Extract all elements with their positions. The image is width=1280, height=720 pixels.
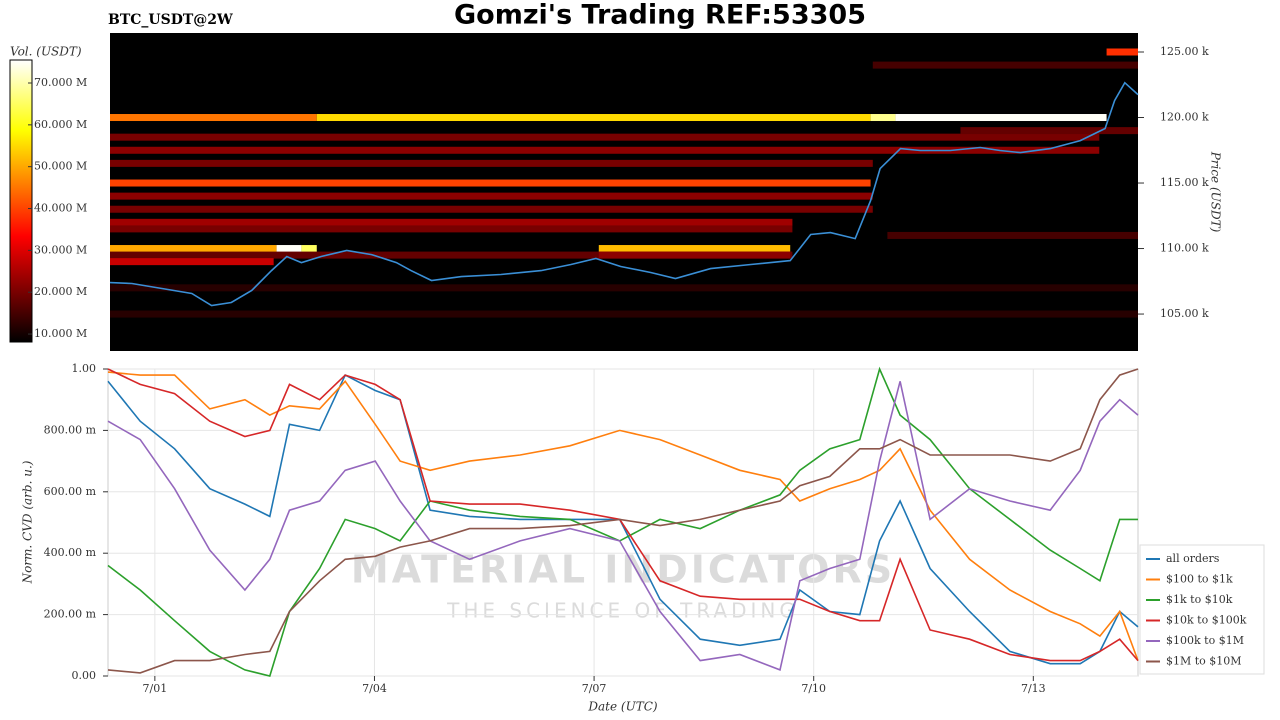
cvd-line <box>107 381 1139 671</box>
colorbar-tick-label: 70.000 M <box>34 76 87 89</box>
cvd-line <box>107 371 1139 661</box>
watermark: MATERIAL INDICATORS <box>351 548 895 592</box>
y-tick-label: 0.00 <box>72 669 97 682</box>
heatmap-cell <box>110 146 1100 154</box>
heatmap-cell <box>110 258 274 266</box>
y-axis-title: Norm. CVD (arb. u.) <box>21 460 35 584</box>
heatmap-cell <box>110 114 317 122</box>
y-axis-title: Price (USDT) <box>1209 151 1223 233</box>
colorbar-label: Vol. (USDT) <box>10 45 82 59</box>
legend <box>1139 544 1265 675</box>
colorbar-tick-label: 60.000 M <box>34 118 87 131</box>
y-tick-label: 105.00 k <box>1160 307 1209 320</box>
heatmap-cell <box>276 245 302 253</box>
plot-area <box>107 368 1139 677</box>
heatmap-cell <box>110 225 793 233</box>
colorbar-tick-label: 30.000 M <box>34 243 87 256</box>
watermark: THE SCIENCE OF TRADING <box>446 599 799 623</box>
heatmap-cell <box>1106 48 1138 56</box>
legend-label: $1k to $10k <box>1166 593 1233 606</box>
cvd-line <box>107 374 1139 665</box>
x-tick-label: 7/13 <box>1021 682 1046 695</box>
y-tick-label: 115.00 k <box>1160 176 1209 189</box>
colorbar <box>9 59 33 343</box>
x-tick-label: 7/10 <box>801 682 826 695</box>
colorbar-tick-label: 20.000 M <box>34 285 87 298</box>
x-tick-label: 7/04 <box>362 682 387 695</box>
y-tick-label: 600.00 m <box>44 485 97 498</box>
legend-label: $10k to $100k <box>1166 614 1247 627</box>
chart-title: Gomzi's Trading REF:53305 <box>454 0 866 31</box>
heatmap-cell <box>872 61 1138 69</box>
cvd-line <box>107 366 1138 677</box>
colorbar-tick-label: 10.000 M <box>34 327 87 340</box>
heatmap-cell <box>887 231 1138 239</box>
heatmap-cell <box>110 192 873 200</box>
y-tick-label: 400.00 m <box>44 546 97 559</box>
heatmap-cell <box>110 284 1138 292</box>
x-axis-title: Date (UTC) <box>587 700 657 714</box>
heatmap-cell <box>110 310 1138 318</box>
heatmap-cell <box>598 245 791 253</box>
heatmap-cell <box>895 114 1107 122</box>
y-tick-label: 200.00 m <box>44 608 97 621</box>
y-tick-label: 120.00 k <box>1160 111 1209 124</box>
heatmap-cell <box>110 251 793 259</box>
heatmap-cell <box>960 127 1138 135</box>
heatmap-cell <box>870 114 896 122</box>
heatmap-cell <box>110 205 873 213</box>
x-tick-label: 7/01 <box>142 682 167 695</box>
legend-label: all orders <box>1166 552 1220 565</box>
heatmap-cell <box>301 245 317 253</box>
x-tick-label: 7/07 <box>582 682 607 695</box>
y-tick-label: 800.00 m <box>44 423 97 436</box>
legend-label: $100 to $1k <box>1166 573 1233 586</box>
legend-label: $1M to $10M <box>1166 655 1242 668</box>
colorbar-tick-label: 50.000 M <box>34 160 87 173</box>
heatmap-cell <box>598 251 791 259</box>
heatmap-cell <box>110 179 871 187</box>
y-tick-label: 1.00 <box>72 362 97 375</box>
heatmap-cell <box>110 133 1100 141</box>
price-line <box>109 81 1139 307</box>
heatmap-cell <box>316 114 871 122</box>
heatmap-cell <box>110 245 277 253</box>
y-tick-label: 125.00 k <box>1160 45 1209 58</box>
heatmap-cell <box>110 218 793 226</box>
colorbar-tick-label: 40.000 M <box>34 202 87 215</box>
cvd-line <box>107 368 1139 662</box>
heatmap-background <box>110 33 1138 351</box>
cvd-line <box>107 368 1139 674</box>
y-tick-label: 110.00 k <box>1160 242 1209 255</box>
heatmap-cell <box>110 159 873 167</box>
chart-subtitle: BTC_USDT@2W <box>108 12 233 28</box>
legend-label: $100k to $1M <box>1166 634 1244 647</box>
